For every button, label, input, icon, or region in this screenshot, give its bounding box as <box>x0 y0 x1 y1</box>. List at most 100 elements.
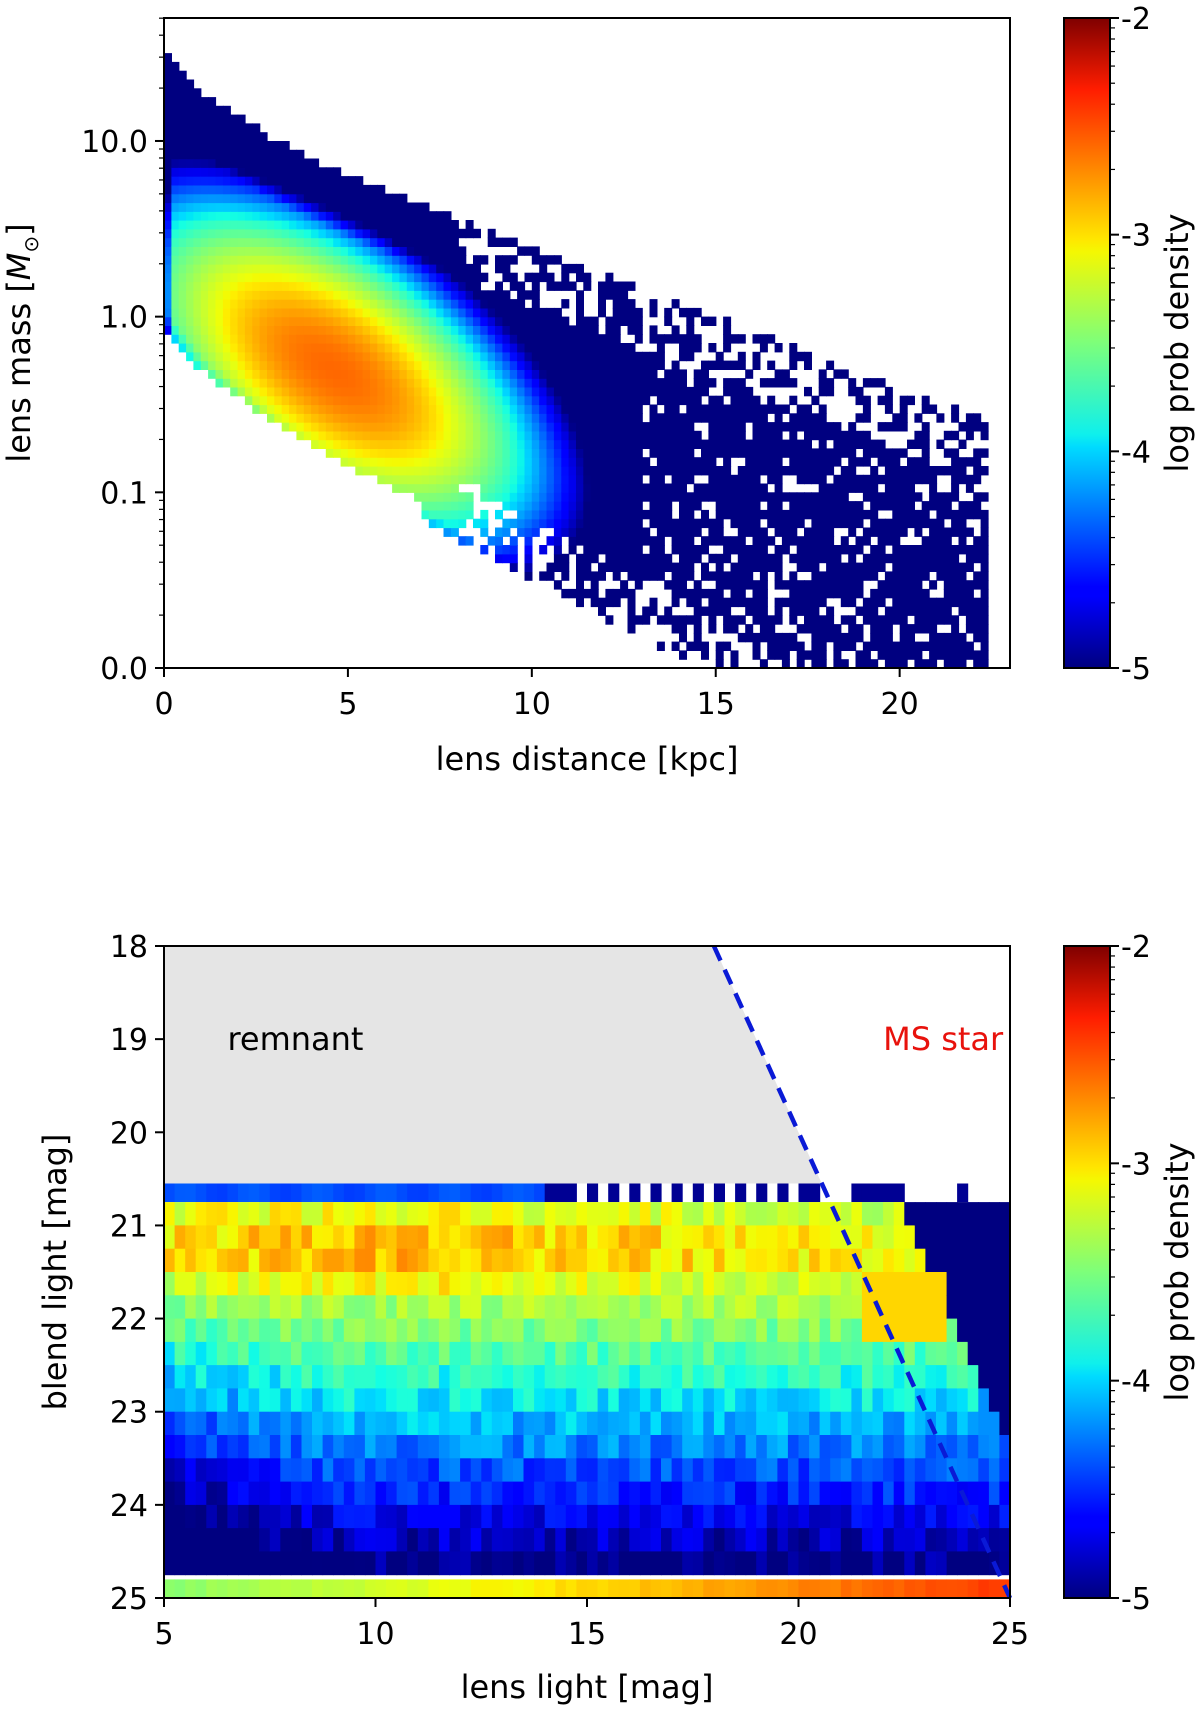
heatmap-cell <box>796 545 805 555</box>
heatmap-cell <box>370 413 378 423</box>
heatmap-cell <box>804 606 812 616</box>
heatmap-cell <box>539 343 548 353</box>
heatmap-cell <box>208 97 217 107</box>
heatmap-cell <box>642 457 651 467</box>
heatmap-cell <box>870 518 879 529</box>
heatmap-cell <box>883 1504 895 1529</box>
heatmap-cell <box>470 1435 482 1459</box>
heatmap-cell <box>730 474 739 485</box>
heatmap-cell <box>354 1272 366 1296</box>
heatmap-cell <box>178 334 187 344</box>
heatmap-cell <box>988 1318 1000 1343</box>
heatmap-cell <box>370 430 378 441</box>
heatmap-cell <box>752 430 761 441</box>
heatmap-cell <box>200 307 209 318</box>
heatmap-cell <box>340 343 349 353</box>
heatmap-cell <box>495 255 503 265</box>
heatmap-cell <box>833 369 842 379</box>
heatmap-cell <box>517 527 526 537</box>
heatmap-cell <box>851 1295 863 1320</box>
heatmap-cell <box>303 202 312 212</box>
heatmap-cell <box>392 299 401 309</box>
heatmap-cell <box>421 220 430 230</box>
heatmap-cell <box>980 536 989 546</box>
heatmap-cell <box>561 413 570 423</box>
heatmap-cell <box>804 527 812 537</box>
heatmap-cell <box>421 211 430 221</box>
heatmap-cell <box>661 1318 673 1343</box>
heatmap-cell <box>973 492 982 502</box>
heatmap-cell <box>914 571 923 581</box>
heatmap-cell <box>872 1272 884 1296</box>
heatmap-cell <box>590 571 599 581</box>
heatmap-cell <box>473 290 481 300</box>
heatmap-cell <box>884 650 893 660</box>
heatmap-cell <box>354 1248 366 1273</box>
heatmap-cell <box>487 228 496 239</box>
heatmap-cell <box>904 1481 916 1506</box>
heatmap-cell <box>605 386 614 397</box>
heatmap-cell <box>450 325 459 335</box>
heatmap-cell <box>396 1388 408 1413</box>
heatmap-cell <box>649 474 658 485</box>
heatmap-cell <box>303 176 312 186</box>
heatmap-cell <box>973 606 982 616</box>
heatmap-cell <box>872 1481 884 1506</box>
heatmap-cell <box>524 571 533 581</box>
heatmap-cell <box>215 290 224 300</box>
heatmap-cell <box>819 1579 831 1598</box>
heatmap-cell <box>274 378 283 388</box>
heatmap-cell <box>546 316 555 326</box>
heatmap-cell <box>347 176 356 186</box>
heatmap-cell <box>819 1248 831 1273</box>
heatmap-cell <box>517 395 526 406</box>
heatmap-cell <box>274 395 283 406</box>
heatmap-cell <box>723 466 732 476</box>
heatmap-cell <box>883 1551 895 1576</box>
heatmap-cell <box>280 1435 292 1459</box>
heatmap-cell <box>583 281 592 291</box>
heatmap-cell <box>925 1202 937 1226</box>
heatmap-cell <box>340 307 349 318</box>
heatmap-cell <box>465 307 474 318</box>
heatmap-cell <box>925 1272 937 1296</box>
heatmap-cell <box>612 457 621 467</box>
heatmap-cell <box>362 272 371 283</box>
heatmap-cell <box>811 659 820 669</box>
heatmap-cell <box>480 395 489 406</box>
heatmap-cell <box>399 378 408 388</box>
heatmap-cell <box>936 527 945 537</box>
heatmap-cell <box>227 1435 239 1459</box>
heatmap-cell <box>396 1579 408 1598</box>
heatmap-cell <box>642 395 651 406</box>
heatmap-cell <box>164 272 172 283</box>
heatmap-cell <box>215 193 224 204</box>
heatmap-cell <box>639 1551 651 1576</box>
heatmap-cell <box>531 518 540 529</box>
heatmap-cell <box>642 509 651 520</box>
heatmap-cell <box>590 518 599 529</box>
heatmap-cell <box>208 360 217 370</box>
heatmap-cell <box>438 1481 450 1506</box>
heatmap-cell <box>470 1202 482 1226</box>
x-tick-label: 15 <box>568 1617 606 1652</box>
heatmap-cell <box>713 1504 725 1529</box>
heatmap-cell <box>555 1504 567 1529</box>
heatmap-cell <box>443 307 452 318</box>
heatmap-cell <box>185 1318 197 1343</box>
heatmap-cell <box>318 378 327 388</box>
heatmap-cell <box>216 1528 228 1552</box>
heatmap-cell <box>208 123 217 133</box>
heatmap-cell <box>921 615 930 625</box>
heatmap-cell <box>230 220 239 230</box>
heatmap-cell <box>524 290 533 300</box>
heatmap-cell <box>612 351 621 362</box>
heatmap-cell <box>745 1388 757 1413</box>
heatmap-cell <box>967 1318 979 1343</box>
heatmap-cell <box>929 597 938 608</box>
heatmap-cell <box>608 1341 620 1366</box>
heatmap-cell <box>178 184 187 195</box>
top-plot-frame <box>163 17 1011 669</box>
heatmap-cell <box>851 1481 863 1506</box>
heatmap-cell <box>524 422 533 432</box>
